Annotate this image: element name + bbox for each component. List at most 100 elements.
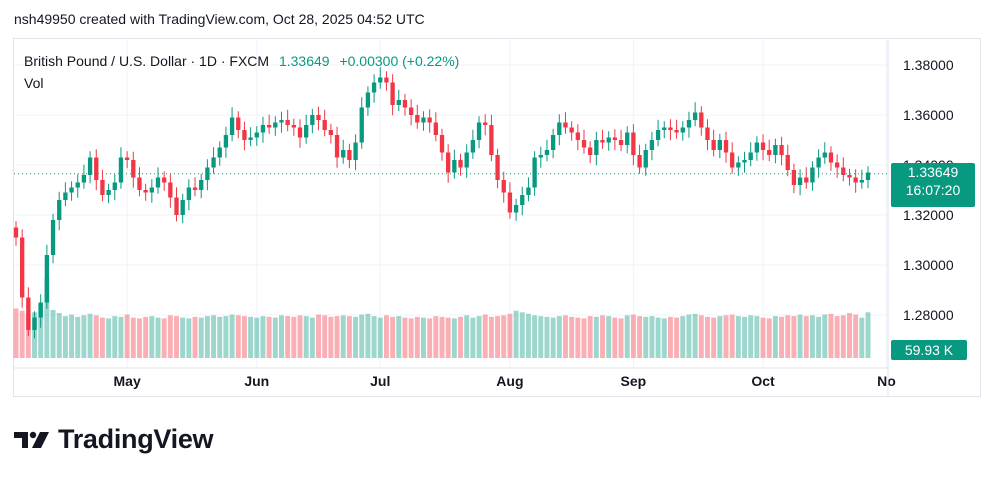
volume-bar bbox=[359, 314, 365, 358]
candle-body bbox=[69, 187, 74, 193]
candle-body bbox=[730, 152, 735, 168]
volume-bar bbox=[451, 318, 457, 358]
candle-body bbox=[291, 125, 296, 128]
volume-bar bbox=[828, 313, 834, 358]
symbol-title[interactable]: British Pound / U.S. Dollar · 1D · FXCM bbox=[24, 53, 270, 69]
volume-bar bbox=[396, 316, 402, 358]
volume-bar bbox=[698, 315, 704, 358]
volume-bar bbox=[600, 315, 605, 358]
candle-body bbox=[600, 140, 605, 143]
candle-body bbox=[199, 180, 204, 190]
candle-body bbox=[674, 130, 679, 133]
volume-bar bbox=[501, 315, 507, 358]
volume-bar bbox=[779, 316, 785, 358]
volume-bar bbox=[204, 316, 210, 358]
volume-bar bbox=[482, 314, 488, 358]
volume-bar bbox=[612, 317, 618, 358]
candle-body bbox=[32, 317, 37, 330]
volume-bar bbox=[556, 316, 562, 358]
candle-body bbox=[513, 205, 519, 213]
volume-bar bbox=[809, 315, 815, 358]
candle-body bbox=[205, 167, 210, 180]
volume-bar bbox=[624, 315, 630, 358]
candle-body bbox=[483, 122, 488, 125]
volume-bar bbox=[118, 316, 124, 358]
y-tick-label: 1.28000 bbox=[903, 307, 954, 323]
candle-body bbox=[816, 157, 821, 168]
volume-bar bbox=[285, 316, 291, 358]
volume-bar bbox=[569, 316, 575, 358]
candle-body bbox=[723, 140, 729, 153]
volume-bar bbox=[427, 318, 433, 358]
y-tick-label: 1.36000 bbox=[903, 107, 954, 123]
candle-body bbox=[680, 127, 685, 133]
candle-body bbox=[155, 177, 161, 188]
volume-bar bbox=[748, 315, 754, 358]
volume-bar bbox=[581, 318, 587, 358]
candle-body bbox=[211, 157, 216, 168]
candle-body bbox=[137, 177, 142, 190]
candle-body bbox=[44, 255, 50, 303]
candlestick-chart[interactable]: 1.380001.360001.340001.320001.300001.280… bbox=[0, 0, 995, 400]
volume-bar bbox=[340, 315, 346, 358]
volume-bar bbox=[297, 315, 303, 358]
candle-body bbox=[773, 145, 778, 155]
volume-bar bbox=[390, 316, 396, 358]
volume-bar bbox=[717, 316, 723, 358]
volume-bar bbox=[266, 316, 272, 358]
candle-body bbox=[834, 162, 840, 168]
candle-body bbox=[618, 140, 624, 145]
volume-bar bbox=[760, 317, 766, 358]
candle-body bbox=[606, 137, 611, 143]
y-tick-label: 1.32000 bbox=[903, 207, 954, 223]
candle-body bbox=[371, 82, 377, 93]
volume-bar bbox=[711, 317, 717, 358]
volume-bar bbox=[56, 313, 62, 358]
volume-bar bbox=[322, 315, 328, 358]
candle-body bbox=[384, 77, 389, 83]
candle-body bbox=[38, 302, 43, 318]
candle-body bbox=[507, 192, 513, 213]
candle-body bbox=[106, 190, 111, 195]
volume-bar bbox=[680, 316, 686, 358]
x-tick-label: Oct bbox=[751, 373, 775, 389]
candle-body bbox=[168, 182, 173, 198]
candle-body bbox=[180, 200, 185, 215]
candle-body bbox=[322, 120, 327, 130]
candle-body bbox=[655, 130, 661, 140]
volume-bar bbox=[155, 317, 161, 358]
candle-body bbox=[711, 140, 716, 150]
volume-bar bbox=[445, 317, 451, 358]
candle-body bbox=[217, 147, 222, 158]
candle-body bbox=[452, 160, 457, 173]
volume-bar bbox=[532, 315, 538, 358]
x-tick-label: May bbox=[114, 373, 141, 389]
candle-body bbox=[544, 150, 550, 155]
volume-bar bbox=[241, 316, 247, 358]
volume-bar bbox=[260, 316, 266, 358]
volume-bar bbox=[365, 313, 371, 358]
candle-body bbox=[736, 162, 741, 168]
candle-body bbox=[260, 125, 266, 133]
volume-bar bbox=[754, 316, 760, 358]
volume-bar bbox=[19, 310, 25, 358]
chart-panel[interactable] bbox=[13, 38, 981, 397]
volume-legend-label[interactable]: Vol bbox=[24, 75, 44, 91]
volume-bar bbox=[834, 316, 840, 358]
candle-body bbox=[791, 170, 797, 185]
volume-bar bbox=[149, 316, 155, 358]
volume-bar bbox=[735, 316, 741, 358]
candle-body bbox=[550, 135, 556, 150]
candle-body bbox=[87, 157, 93, 175]
candle-body bbox=[297, 127, 303, 138]
candle-body bbox=[760, 142, 766, 150]
x-tick-label: Jun bbox=[244, 373, 269, 389]
volume-bar bbox=[729, 314, 735, 358]
volume-bar bbox=[137, 318, 142, 358]
volume-bar bbox=[637, 316, 643, 358]
volume-bar bbox=[766, 318, 772, 358]
volume-bar bbox=[513, 310, 519, 358]
volume-bar bbox=[692, 313, 698, 358]
candle-body bbox=[192, 187, 198, 190]
volume-bar bbox=[235, 315, 241, 358]
